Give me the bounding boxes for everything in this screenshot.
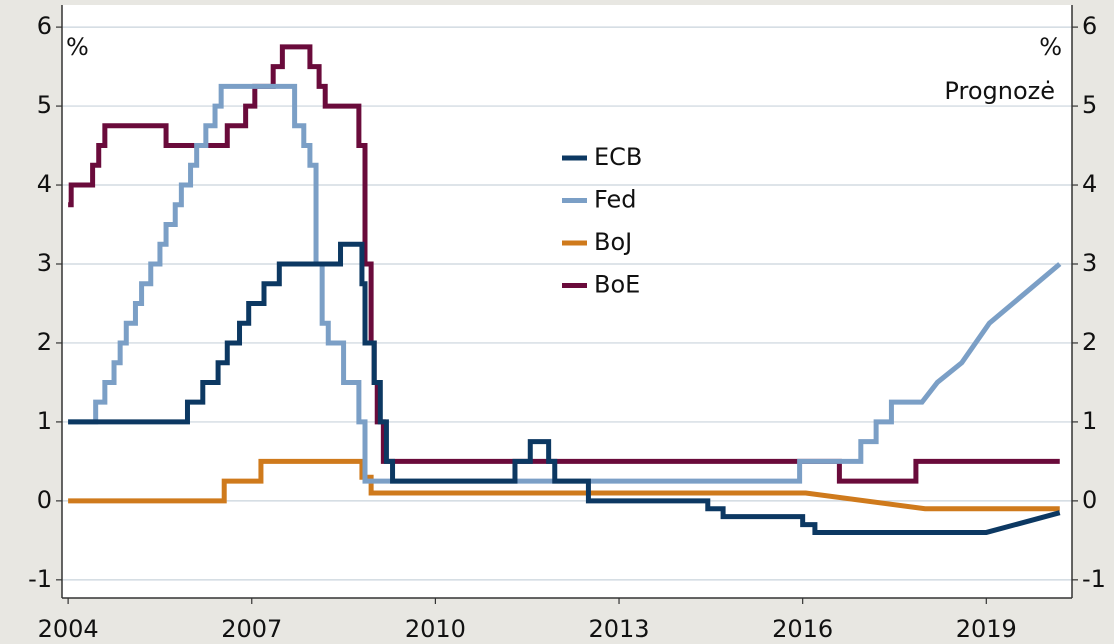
- y-tick-label: 3: [37, 249, 52, 277]
- y2-tick-label: 3: [1082, 249, 1097, 277]
- lines: [68, 44, 1062, 535]
- y2-tick-label: 0: [1082, 486, 1097, 514]
- y-tick-label: 5: [37, 91, 52, 119]
- legend-label: ECB: [594, 143, 642, 171]
- x-tick-label: 2019: [956, 615, 1017, 643]
- y-tick-label: 6: [37, 12, 52, 40]
- y-tick-label: 2: [37, 328, 52, 356]
- legend-label: BoJ: [594, 228, 632, 256]
- y-tick-label: 1: [37, 407, 52, 435]
- axes: -1 0 1 2 3 4 5 6 -1 0 1 2 3 4 5 6 2004 2007 2010 2013 2016 20…: [28, 5, 1106, 643]
- x-tick-label: 2004: [38, 615, 99, 643]
- series-line: [68, 83, 1062, 484]
- legend-label: Fed: [594, 186, 637, 214]
- y2-tick-label: 4: [1082, 170, 1097, 198]
- y2-tick-label: 1: [1082, 407, 1097, 435]
- y-tick-label: 4: [37, 170, 52, 198]
- x-tick-label: 2016: [772, 615, 833, 643]
- plot-area: [62, 5, 1072, 598]
- y2-tick-label: 5: [1082, 91, 1097, 119]
- legend-label: BoE: [594, 271, 640, 299]
- x-tick-label: 2010: [405, 615, 466, 643]
- right-unit: %: [1039, 33, 1062, 61]
- y2-tick-label: 2: [1082, 328, 1097, 356]
- series-line: [68, 241, 1061, 535]
- y2-tick-label: 6: [1082, 12, 1097, 40]
- series-line: [68, 44, 1060, 484]
- series-line: [68, 458, 1060, 512]
- y2-tick-label: -1: [1082, 565, 1106, 593]
- forecast-label: Prognozė: [944, 77, 1055, 105]
- left-unit: %: [66, 33, 89, 61]
- x-tick-label: 2007: [221, 615, 282, 643]
- y-tick-label: 0: [37, 486, 52, 514]
- y-tick-label: -1: [28, 565, 52, 593]
- x-tick-label: 2013: [588, 615, 649, 643]
